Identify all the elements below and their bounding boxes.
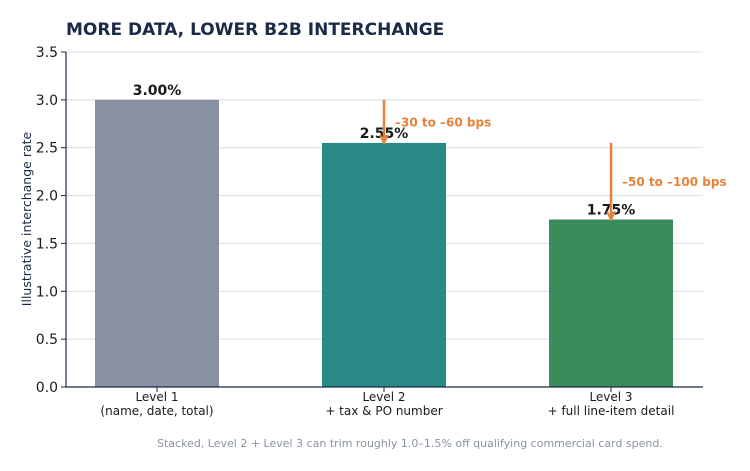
axes: 0.0 0.5 1.0 1.5 2.0 2.5 3.0 3.5 Level 1(name, da…: [36, 45, 703, 418]
chart-title: MORE DATA, LOWER B2B INTERCHANGE: [66, 20, 444, 40]
annotation-arrow-head: [606, 211, 616, 222]
y-tick-label: 2.0: [36, 189, 58, 205]
annotation-arrow-head: [379, 134, 389, 146]
bar-2: [322, 142, 446, 387]
footnote: Stacked, Level 2 + Level 3 can trim roug…: [157, 437, 663, 450]
x-tick-label: Level 1: [135, 390, 178, 404]
bar-1: [95, 99, 219, 387]
bar-value-label: 3.00%: [133, 83, 182, 99]
bar-3: [549, 219, 673, 387]
y-tick-label: 3.5: [36, 45, 58, 61]
y-tick-label: 1.0: [36, 284, 58, 300]
x-tick-label: (name, date, total): [100, 404, 213, 418]
y-axis-label: Illustrative interchange rate: [19, 131, 34, 306]
annotation-label: –30 to –60 bps: [395, 115, 491, 129]
x-tick-label: + full line-item detail: [548, 404, 675, 418]
x-tick-label: Level 2: [362, 390, 405, 404]
y-tick-label: 0.0: [36, 380, 58, 396]
y-tick-label: 2.5: [36, 141, 58, 157]
annotations: –30 to –60 bps –50 to –100 bps: [379, 99, 727, 222]
bars: [95, 99, 673, 387]
annotation-label: –50 to –100 bps: [622, 175, 727, 189]
y-tick-label: 0.5: [36, 332, 58, 348]
y-tick-label: 1.5: [36, 236, 58, 252]
x-tick-label: Level 3: [589, 390, 632, 404]
y-tick-label: 3.0: [36, 93, 58, 109]
x-tick-label: + tax & PO number: [325, 404, 442, 418]
